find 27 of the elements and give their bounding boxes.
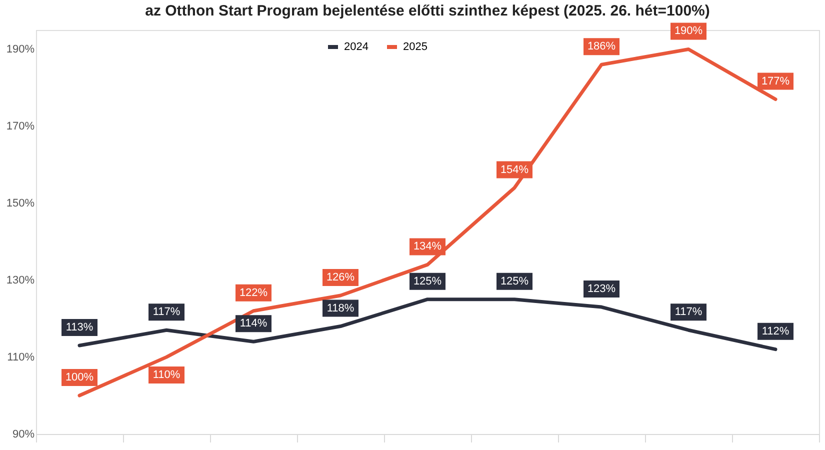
y-tick-label: 190% xyxy=(6,44,35,56)
data-label: 114% xyxy=(240,318,268,330)
data-label: 134% xyxy=(413,240,442,253)
data-label: 125% xyxy=(500,275,529,288)
data-label: 112% xyxy=(762,325,790,338)
chart-title: az Otthon Start Program bejelentése előtti szinthez képest (2025. 26. hét=100%) xyxy=(145,2,710,20)
data-label: 117% xyxy=(152,306,180,318)
legend-label: 2024 xyxy=(344,41,368,53)
y-tick-label: 90% xyxy=(12,428,35,440)
data-label: 123% xyxy=(587,283,616,296)
data-label: 110% xyxy=(152,369,180,382)
data-label: 122% xyxy=(239,286,268,299)
data-label: 113% xyxy=(66,322,94,334)
y-tick-label: 110% xyxy=(7,352,35,364)
legend-label: 2025 xyxy=(403,41,428,53)
y-tick-label: 170% xyxy=(6,120,35,133)
data-label: 117% xyxy=(674,306,702,318)
data-label: 186% xyxy=(587,40,616,53)
data-label: 190% xyxy=(674,25,703,38)
data-label: 126% xyxy=(326,271,355,284)
data-label: 154% xyxy=(500,164,529,176)
y-tick-label: 130% xyxy=(6,274,35,287)
data-label: 100% xyxy=(65,372,94,384)
data-label: 118% xyxy=(326,302,354,314)
y-tick-label: 150% xyxy=(6,198,35,210)
data-label: 177% xyxy=(761,75,790,88)
data-label: 125% xyxy=(413,275,442,288)
